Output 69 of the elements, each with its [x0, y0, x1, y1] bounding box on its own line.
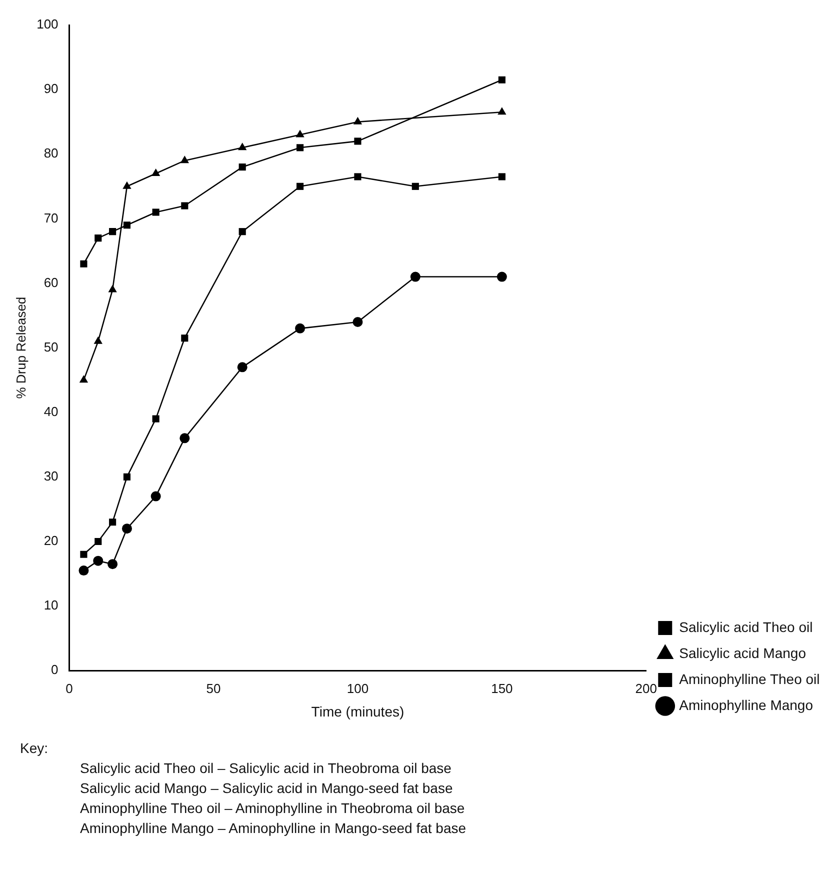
point: [150, 491, 161, 502]
point: [296, 144, 304, 152]
point: [410, 272, 420, 282]
point: [94, 234, 102, 242]
point: [80, 260, 88, 268]
x-tick-label: 150: [491, 680, 513, 696]
point: [498, 76, 506, 84]
y-tick-label: 20: [44, 533, 58, 548]
point: [354, 173, 362, 180]
text: Salicylic acid Mango – Salicylic acid in Mango-seed fat base: [79, 779, 454, 798]
point: [498, 107, 506, 115]
point: [296, 130, 304, 138]
point: [123, 473, 131, 480]
y-tick-label: 0: [51, 662, 58, 678]
point: [93, 556, 104, 566]
point: [109, 518, 116, 526]
x-tick-label: 50: [206, 680, 221, 696]
point: [352, 316, 363, 327]
y-tick-label: 40: [44, 404, 58, 419]
point: [237, 362, 248, 372]
point: [108, 284, 117, 292]
point: [94, 538, 102, 546]
point: [295, 323, 306, 334]
point: [238, 228, 246, 236]
y-tick-label: 30: [44, 468, 58, 484]
y-tick-label: 70: [44, 210, 58, 226]
point: [122, 181, 132, 189]
legend-label: Salicylic acid Theo oil: [679, 618, 813, 635]
y-tick-label: 50: [44, 339, 58, 354]
point: [180, 433, 190, 444]
point: [109, 228, 116, 236]
y-tick-label: 80: [44, 146, 58, 161]
text: Aminophylline Theo oil – Aminophylline in Theobroma oil base: [79, 799, 466, 818]
x-axis-title: Time (minutes): [311, 703, 404, 720]
point: [151, 168, 160, 176]
point: [496, 272, 507, 282]
y-tick-label: 60: [44, 274, 58, 290]
point: [152, 415, 160, 422]
point: [123, 222, 131, 229]
point: [354, 138, 362, 145]
text: Aminophylline Mango – Aminophylline in Mango-seed fat base: [79, 819, 466, 838]
text: Salicylic acid Theo oil – Salicylic acid in Theobroma oil base: [79, 759, 452, 778]
point: [78, 566, 89, 576]
point: [238, 142, 247, 150]
legend-label: Aminophylline Mango: [679, 696, 814, 713]
y-tick-label: 10: [44, 598, 58, 613]
point: [79, 375, 88, 383]
x-tick-label: 200: [635, 680, 657, 696]
point: [412, 182, 419, 190]
point: [498, 173, 506, 180]
point: [152, 208, 160, 216]
legend-label: Salicylic acid Mango: [679, 644, 806, 661]
point: [180, 156, 189, 164]
point: [108, 559, 118, 570]
text: Key:: [20, 739, 50, 758]
x-tick-label: 0: [66, 680, 73, 696]
point: [296, 182, 304, 190]
point: [122, 524, 132, 534]
point: [181, 334, 188, 342]
point: [238, 163, 246, 171]
point: [94, 336, 102, 344]
y-axis-title: % Drup Released: [13, 296, 28, 399]
point: [353, 116, 362, 124]
point: [80, 550, 88, 558]
legend-label: Aminophylline Theo oil: [679, 670, 820, 687]
point: [181, 202, 188, 210]
y-tick-label: 100: [36, 16, 58, 32]
y-tick-label: 90: [44, 81, 58, 96]
x-tick-label: 100: [346, 680, 369, 696]
